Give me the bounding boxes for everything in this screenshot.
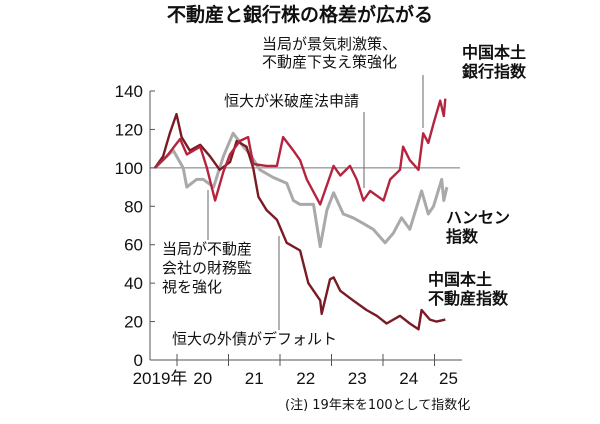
chart-title: 不動産と銀行株の格差が広がる xyxy=(166,4,433,26)
annotation-evergrande-default: 恒大の外債がデフォルト xyxy=(172,330,338,348)
y-tick-label: 20 xyxy=(124,313,143,332)
annotation-evergrande-bankruptcy: 恒大が米破産法申請 xyxy=(224,92,360,110)
x-tick-label: 24 xyxy=(399,369,418,388)
y-tick-label: 40 xyxy=(124,274,143,293)
x-tick-label: 20 xyxy=(193,369,212,388)
y-tick-label: 120 xyxy=(115,120,143,139)
y-tick-label: 80 xyxy=(124,197,143,216)
x-tick-label: 22 xyxy=(296,369,315,388)
y-tick-label: 140 xyxy=(115,82,143,101)
legend-property-index: 中国本土 不動産指数 xyxy=(428,270,509,309)
series-line-bank xyxy=(154,98,447,206)
chart-note: (注) 19年末を100として指数化 xyxy=(285,398,471,413)
x-tick-label: 23 xyxy=(348,369,367,388)
x-tick-label: 21 xyxy=(245,369,264,388)
x-tick-label: 2019年 xyxy=(133,369,188,388)
annotation-financial-oversight: 当局が不動産 会社の財務監 視を強化 xyxy=(162,240,253,296)
annotation-stimulus: 当局が景気刺激策、 不動産下支え策強化 xyxy=(262,35,398,71)
legend-bank-index: 中国本土 銀行指数 xyxy=(462,43,527,82)
y-tick-label: 0 xyxy=(134,351,143,370)
y-tick-label: 100 xyxy=(115,159,143,178)
x-tick-label: 25 xyxy=(439,369,458,388)
legend-hang-seng-index: ハンセン 指数 xyxy=(446,208,511,247)
y-tick-label: 60 xyxy=(124,236,143,255)
